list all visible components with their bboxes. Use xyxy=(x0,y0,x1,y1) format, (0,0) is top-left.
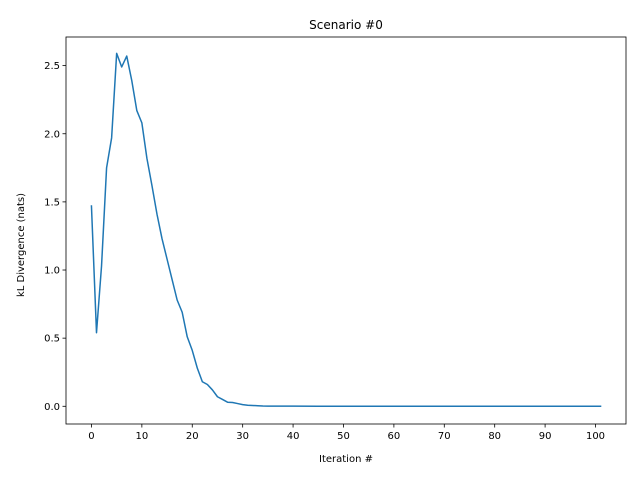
y-tick-label-1: 0.5 xyxy=(44,334,60,345)
x-axis-label: Iteration # xyxy=(319,454,373,465)
chart-title: Scenario #0 xyxy=(309,18,383,32)
y-axis-label: kL Divergence (nats) xyxy=(16,193,27,297)
y-tick-label-3: 1.5 xyxy=(44,197,60,208)
x-tick-label-8: 80 xyxy=(488,431,501,442)
y-tick-label-2: 1.0 xyxy=(44,266,60,277)
x-tick-label-9: 90 xyxy=(539,431,552,442)
y-tick-label-5: 2.5 xyxy=(44,61,60,72)
x-tick-label-7: 70 xyxy=(438,431,451,442)
y-tick-label-4: 2.0 xyxy=(44,129,60,140)
axes-frame xyxy=(65,36,627,425)
x-tick-label-3: 30 xyxy=(236,431,249,442)
x-tick-label-2: 20 xyxy=(186,431,199,442)
x-tick-label-5: 50 xyxy=(337,431,350,442)
x-tick-label-4: 40 xyxy=(287,431,300,442)
plot-area: 0 10 20 30 40 50 60 70 80 90 100 0.0 0.5 1.0 1.5 2.0 2.5 xyxy=(44,36,627,442)
y-tick-label-0: 0.0 xyxy=(44,402,60,413)
x-tick-label-10: 100 xyxy=(586,431,605,442)
series-line-0 xyxy=(90,52,602,408)
x-tick-label-0: 0 xyxy=(88,431,94,442)
x-tick-label-1: 10 xyxy=(135,431,148,442)
x-tick-label-6: 60 xyxy=(388,431,401,442)
